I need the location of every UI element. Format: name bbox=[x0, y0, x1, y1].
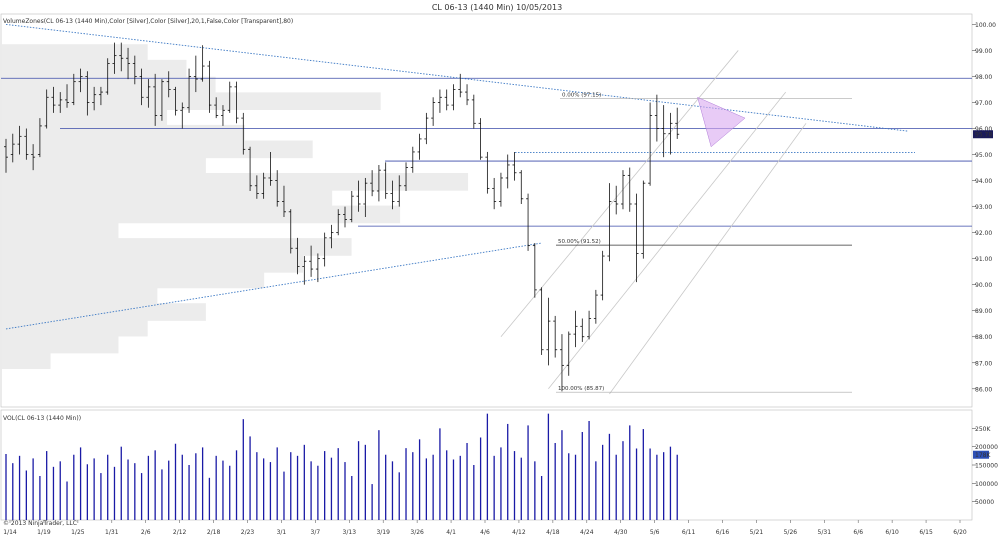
volume-zone-bar bbox=[2, 205, 401, 224]
x-axis-tick-label: 4/24 bbox=[580, 529, 594, 536]
x-axis-tick-label: 5/21 bbox=[750, 529, 764, 536]
last-volume-marker bbox=[973, 450, 989, 459]
x-axis-tick-label: 6/10 bbox=[885, 529, 899, 536]
x-axis-tick-label: 2/12 bbox=[173, 529, 187, 536]
x-axis-tick-label: 3/13 bbox=[343, 529, 357, 536]
volume-zone-bar bbox=[2, 44, 148, 62]
x-axis-tick-label: 6/16 bbox=[716, 529, 730, 536]
last-price-marker bbox=[973, 130, 993, 139]
x-axis-tick-label: 3/26 bbox=[410, 529, 424, 536]
volume-zone-bar bbox=[2, 222, 119, 241]
volume-zone-bar bbox=[2, 287, 158, 306]
x-axis-tick-label: 3/7 bbox=[311, 529, 321, 536]
price-y-tick-label: 92.00 bbox=[975, 230, 992, 237]
x-axis-tick-label: 1/25 bbox=[71, 529, 85, 536]
x-axis-tick-label: 4/12 bbox=[512, 529, 526, 536]
x-axis-tick-label: 2/6 bbox=[141, 529, 151, 536]
volume-zone-bar bbox=[2, 270, 265, 289]
channel-line bbox=[609, 123, 807, 395]
price-y-tick-label: 94.00 bbox=[975, 178, 992, 185]
price-panel-frame bbox=[0, 13, 973, 408]
price-y-tick-label: 91.00 bbox=[975, 256, 992, 263]
fibonacci-level-label: 100.00% (85.87) bbox=[558, 386, 604, 392]
volume-zone-bar bbox=[2, 124, 245, 143]
x-axis-tick-label: 4/6 bbox=[480, 529, 490, 536]
x-axis-tick-label: 6/20 bbox=[953, 529, 967, 536]
x-axis-tick-label: 1/31 bbox=[105, 529, 119, 536]
x-axis-tick-label: 4/1 bbox=[446, 529, 456, 536]
volume-zone-bar bbox=[2, 59, 187, 78]
volume-y-tick-label: 150000 bbox=[975, 463, 998, 470]
x-axis-tick-label: 4/18 bbox=[546, 529, 560, 536]
price-y-tick-label: 96.00 bbox=[975, 126, 992, 133]
volume-y-tick-label: 100000 bbox=[975, 481, 998, 488]
volume-y-tick-label: 250K bbox=[975, 426, 991, 433]
volume-zones-indicator-label: VolumeZones(CL 06-13 (1440 Min),Color [S… bbox=[3, 18, 293, 25]
volume-zone-bar bbox=[2, 156, 206, 174]
price-panel[interactable]: 86.00 87.00 88.00 89.00 90.00 91.00 92.00 93.00… bbox=[0, 13, 996, 408]
x-axis: 1/14 1/19 1/25 1/31 2/6 2/12 2/18 2/23 3/1 3/7 3/1… bbox=[3, 520, 967, 536]
volume-zone-bar bbox=[2, 107, 168, 126]
x-axis-tick-label: 1/14 bbox=[3, 529, 17, 536]
price-y-tick-label: 88.00 bbox=[975, 334, 992, 341]
fibonacci-level-label: 50.00% (91.52) bbox=[558, 239, 601, 245]
x-axis-tick-label: 3/1 bbox=[277, 529, 287, 536]
triangle-pattern bbox=[697, 96, 746, 148]
volume-indicator-label: VOL(CL 06-13 (1440 Min)) bbox=[3, 415, 81, 422]
price-y-tick-label: 98.00 bbox=[975, 74, 992, 81]
fibonacci-level-label: 0.00% (97.15) bbox=[562, 93, 601, 99]
volume-zone-bar bbox=[2, 335, 119, 354]
price-y-tick-label: 99.00 bbox=[975, 48, 992, 55]
x-axis-tick-label: 5/31 bbox=[818, 529, 832, 536]
volume-zone-bar bbox=[2, 173, 469, 191]
x-axis-tick-label: 2/23 bbox=[241, 529, 255, 536]
dotted-trend-line bbox=[5, 242, 542, 330]
x-axis-tick-label: 1/19 bbox=[37, 529, 51, 536]
x-axis-tick-label: 2/18 bbox=[207, 529, 221, 536]
price-y-tick-label: 100.00 bbox=[975, 22, 996, 29]
volume-zone-bar bbox=[2, 238, 352, 256]
volume-zone-bar bbox=[2, 140, 313, 159]
volume-zone-bar bbox=[2, 189, 333, 208]
x-axis-tick-label: 5/6 bbox=[650, 529, 660, 536]
price-y-tick-label: 90.00 bbox=[975, 282, 992, 289]
price-y-tick-label: 87.00 bbox=[975, 360, 992, 367]
x-axis-tick-label: 6/15 bbox=[919, 529, 933, 536]
volume-zone-bar bbox=[2, 76, 216, 95]
copyright-text: © 2013 NinjaTrader, LLC bbox=[3, 520, 77, 527]
price-y-tick-label: 89.00 bbox=[975, 308, 992, 315]
x-axis-tick-label: 5/26 bbox=[784, 529, 798, 536]
volume-y-tick-label: 50000 bbox=[975, 499, 994, 506]
price-y-tick-label: 93.00 bbox=[975, 204, 992, 211]
price-y-tick-label: 86.00 bbox=[975, 386, 992, 393]
volume-zone-bar bbox=[2, 255, 304, 273]
volume-zone-bar bbox=[2, 303, 206, 321]
volume-y-tick-label: 200000 bbox=[975, 444, 998, 451]
x-axis-tick-label: 6/11 bbox=[682, 529, 696, 536]
chart-title: CL 06-13 (1440 Min) 10/05/2013 bbox=[432, 3, 562, 12]
x-axis-tick-label: 6/6 bbox=[853, 529, 863, 536]
price-y-tick-label: 97.00 bbox=[975, 100, 992, 107]
last-volume-label: 178K bbox=[975, 452, 991, 459]
volume-panel[interactable]: 50000 100000 150000 200000 250K 178K bbox=[0, 409, 998, 521]
volume-zone-bar bbox=[2, 92, 381, 111]
price-y-tick-label: 95.00 bbox=[975, 152, 992, 159]
last-price-label: 95.78 bbox=[975, 132, 992, 139]
x-axis-tick-label: 3/19 bbox=[376, 529, 390, 536]
volume-zone-bar bbox=[2, 351, 51, 369]
dotted-trend-line bbox=[5, 23, 908, 132]
x-axis-tick-label: 4/30 bbox=[614, 529, 628, 536]
channel-line bbox=[548, 91, 787, 390]
volume-zone-bar bbox=[2, 318, 148, 337]
